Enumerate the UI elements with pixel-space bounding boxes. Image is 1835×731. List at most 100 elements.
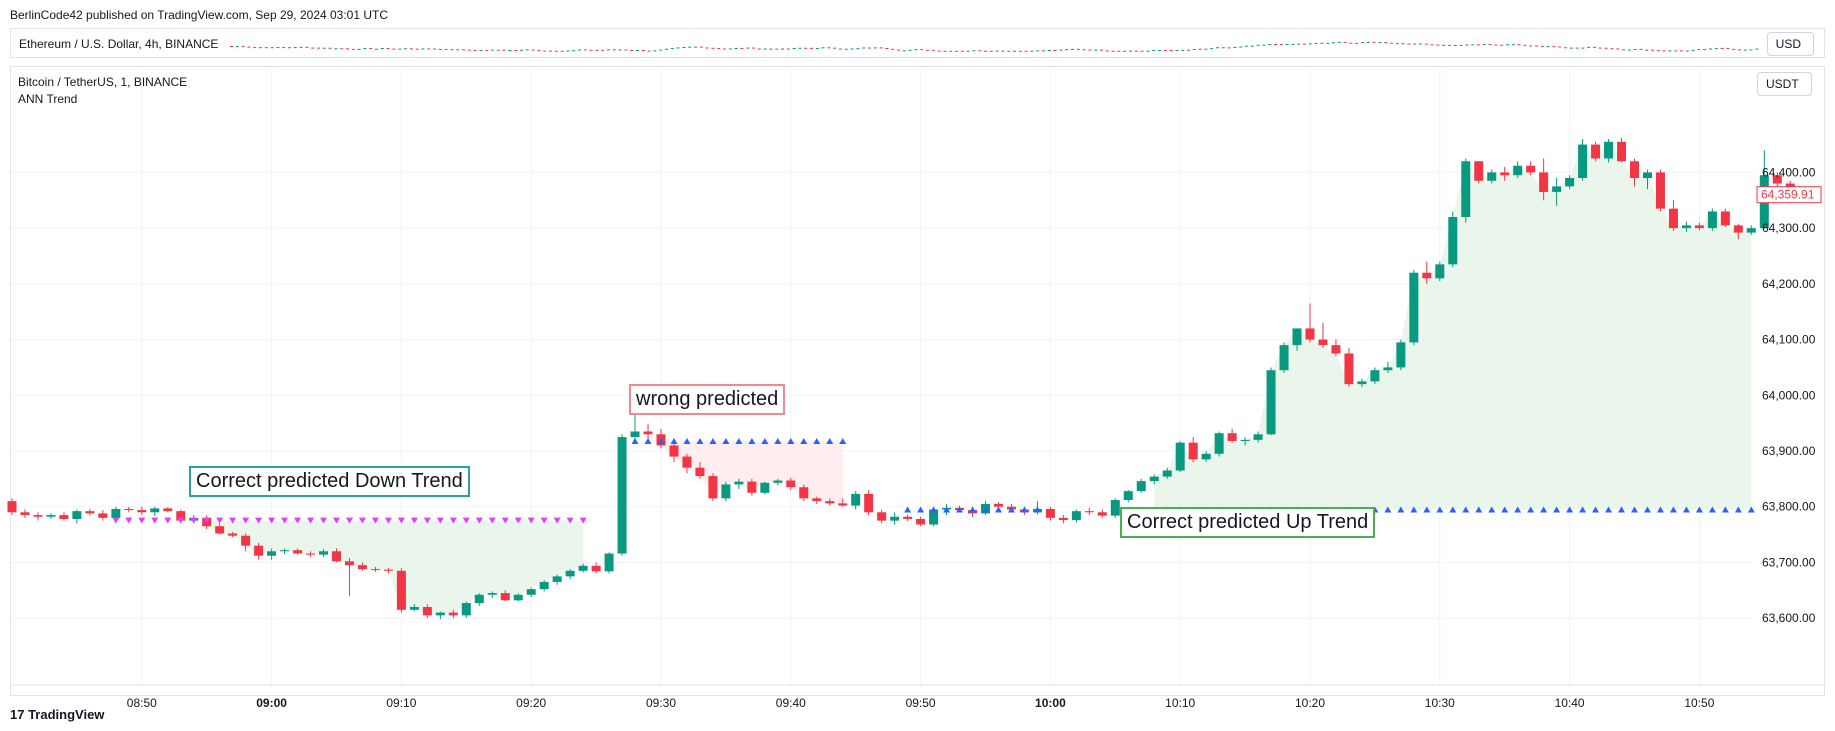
- up-trend-marker: [1384, 506, 1392, 513]
- eth-candle: [682, 46, 686, 48]
- eth-candle: [415, 48, 419, 50]
- tradingview-logo[interactable]: 17 TradingView: [10, 707, 104, 722]
- candle-up: [526, 589, 536, 595]
- eth-candle: [276, 47, 280, 49]
- down-trend-marker: [203, 517, 211, 524]
- eth-candle: [1285, 43, 1289, 45]
- down-trend-marker: [501, 517, 509, 524]
- candle-down: [1305, 328, 1315, 340]
- candle-down: [1591, 144, 1601, 159]
- down-trend-marker: [216, 517, 224, 524]
- eth-candle: [902, 50, 906, 52]
- eth-candle: [520, 49, 523, 51]
- eth-candle: [549, 50, 552, 52]
- candle-down: [708, 476, 718, 499]
- eth-candle: [1529, 45, 1533, 47]
- eth-candle: [641, 49, 645, 51]
- up-trend-marker: [735, 437, 743, 444]
- eth-candle: [1691, 49, 1695, 51]
- eth-candle: [230, 46, 233, 47]
- up-trend-marker: [1708, 506, 1716, 513]
- eth-candle: [409, 48, 413, 50]
- eth-candle: [282, 47, 286, 49]
- eth-candle: [438, 48, 442, 50]
- candle-up: [578, 565, 588, 571]
- eth-candle: [989, 50, 993, 52]
- y-tick-label: 64,300.00: [1762, 221, 1816, 235]
- main-chart-pane[interactable]: [10, 66, 1825, 696]
- candle-down: [85, 511, 95, 514]
- candle-up: [1681, 225, 1691, 229]
- y-tick-label: 64,100.00: [1762, 333, 1816, 347]
- eth-candle: [398, 48, 402, 50]
- up-trend-marker: [644, 437, 652, 444]
- eth-candle: [781, 48, 784, 50]
- candle-down: [903, 516, 913, 519]
- candle-up: [721, 484, 731, 499]
- eth-candle: [688, 46, 692, 48]
- eth-candle: [1720, 47, 1724, 49]
- candle-down: [20, 512, 30, 516]
- candle-up: [1448, 217, 1458, 265]
- eth-candle: [821, 47, 825, 49]
- candle-up: [929, 509, 939, 525]
- eth-candle: [1372, 41, 1376, 43]
- eth-candle: [1163, 49, 1167, 51]
- up-trend-marker: [994, 506, 1002, 513]
- candle-down: [7, 501, 17, 513]
- down-trend-marker: [462, 517, 470, 524]
- eth-candle: [270, 47, 274, 49]
- candle-up: [1707, 211, 1717, 229]
- eth-candle: [960, 50, 964, 52]
- down-trend-marker: [307, 517, 315, 524]
- eth-candle: [467, 49, 471, 51]
- up-trend-marker: [1527, 506, 1535, 513]
- eth-candle: [1726, 48, 1730, 50]
- candle-down: [1084, 511, 1094, 513]
- candle-down: [422, 607, 432, 616]
- candle-down: [33, 515, 43, 517]
- x-tick-label: 10:00: [1035, 696, 1066, 710]
- eth-candle: [1221, 47, 1225, 49]
- currency-button[interactable]: USDT: [1757, 72, 1812, 96]
- last-price-label: 64,359.91: [1761, 188, 1815, 202]
- eth-candle: [711, 47, 715, 49]
- eth-candle: [897, 49, 900, 51]
- eth-candle: [444, 48, 448, 50]
- candle-up: [150, 508, 160, 513]
- annotation-down-trend: Correct predicted Down Trend: [189, 466, 470, 497]
- eth-candle: [1250, 45, 1254, 47]
- eth-candle: [369, 48, 373, 50]
- ethereum-mini-chart[interactable]: Ethereum / U.S. Dollar, 4h, BINANCE USD: [10, 28, 1825, 58]
- down-trend-marker: [164, 517, 172, 524]
- candle-down: [643, 431, 653, 435]
- candle-up: [1370, 370, 1380, 382]
- down-trend-marker: [281, 517, 289, 524]
- eth-candle: [1738, 49, 1741, 51]
- eth-candle: [1546, 46, 1550, 48]
- down-trend-marker: [268, 517, 276, 524]
- eth-candle: [1413, 43, 1417, 45]
- eth-candle: [560, 50, 564, 52]
- down-trend-marker: [423, 517, 431, 524]
- candle-down: [448, 612, 458, 616]
- eth-candle: [1732, 48, 1736, 50]
- candle-down: [1526, 165, 1536, 173]
- down-trend-marker: [579, 517, 587, 524]
- candle-down: [293, 550, 303, 554]
- up-trend-marker: [748, 437, 756, 444]
- eth-candle: [914, 49, 918, 51]
- eth-candle: [322, 47, 326, 49]
- eth-candle: [508, 50, 512, 52]
- symbol-label: Bitcoin / TetherUS, 1, BINANCE: [18, 75, 188, 89]
- eth-symbol-label: Ethereum / U.S. Dollar, 4h, BINANCE: [19, 37, 219, 51]
- eth-currency-button[interactable]: USD: [1766, 32, 1814, 56]
- up-trend-marker: [839, 437, 847, 444]
- eth-candle: [1685, 50, 1689, 52]
- up-trend-marker: [1605, 506, 1613, 513]
- eth-candle: [1674, 50, 1678, 52]
- y-tick-label: 64,000.00: [1762, 388, 1816, 402]
- eth-candle: [1355, 42, 1359, 44]
- candle-up: [565, 570, 575, 577]
